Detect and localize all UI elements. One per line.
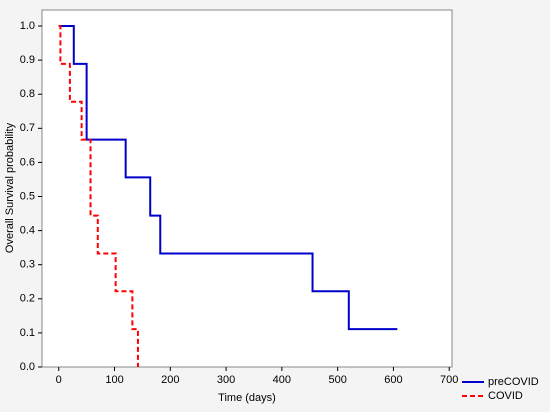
y-tick-label: 0.0	[20, 361, 35, 373]
x-tick-label: 100	[105, 374, 123, 386]
y-tick-label: 0.3	[20, 259, 35, 271]
y-tick-label: 0.7	[20, 122, 35, 134]
y-tick-label: 0.8	[20, 88, 35, 100]
y-tick-label: 0.1	[20, 327, 35, 339]
y-tick-label: 0.6	[20, 156, 35, 168]
x-tick-label: 600	[384, 374, 402, 386]
plot-area	[41, 9, 453, 368]
x-tick-label: 400	[273, 374, 291, 386]
survival-line	[58, 25, 398, 331]
y-tick-label: 0.2	[20, 293, 35, 305]
y-axis-label: Overall Survival probability	[4, 122, 16, 253]
x-tick-label: 200	[161, 374, 179, 386]
x-tick-label: 700	[440, 374, 458, 386]
x-axis-label: Time (days)	[218, 392, 276, 404]
x-tick-label: 300	[217, 374, 235, 386]
legend-label: preCOVID	[488, 376, 539, 388]
legend-label: COVID	[488, 390, 523, 402]
y-tick-label: 0.9	[20, 54, 35, 66]
x-tick-label: 500	[328, 374, 346, 386]
x-tick-label: 0	[56, 374, 62, 386]
y-tick-label: 1.0	[20, 20, 35, 32]
y-tick-label: 0.4	[20, 225, 35, 237]
y-tick-label: 0.5	[20, 190, 35, 202]
